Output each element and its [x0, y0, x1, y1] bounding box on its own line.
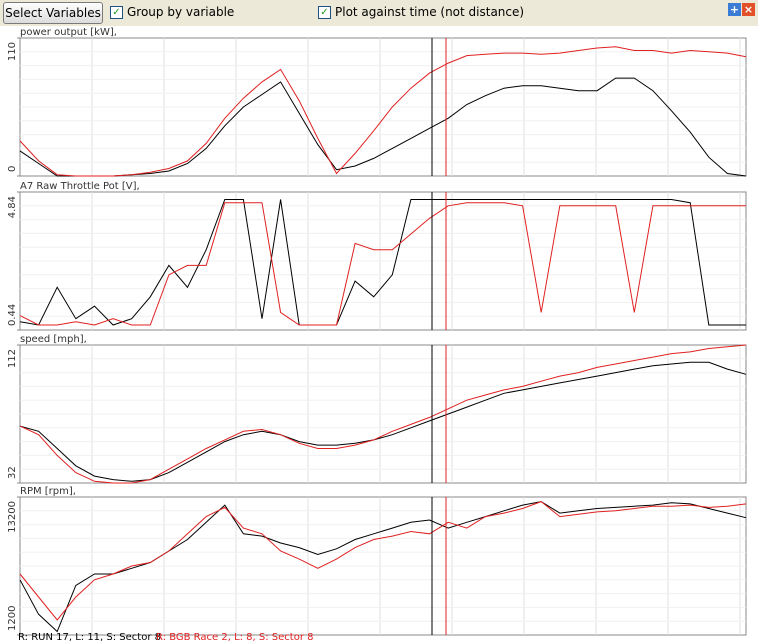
charts: power output [kW], 0 110 A7 Raw Throttle Po… [7, 27, 747, 643]
data-line [19, 77, 747, 177]
data-line [19, 46, 747, 177]
data-line [19, 501, 747, 621]
data-line [19, 344, 747, 484]
y-tick-label: 110 [7, 42, 18, 61]
select-variables-button[interactable]: Select Variables [3, 2, 103, 24]
chart-title: RPM [rpm], [20, 486, 76, 497]
time-checkbox[interactable]: ✓ Plot against time (not distance) [318, 5, 524, 19]
move-icon[interactable]: + [728, 3, 741, 16]
y-tick-label: 0 [7, 166, 18, 172]
chart-title: power output [kW], [20, 27, 117, 38]
footer-run-1: R: RUN 17, L: 11, S: Sector 8 [18, 632, 161, 643]
y-tick-label: 4.84 [7, 196, 18, 218]
chart-title: speed [mph], [20, 334, 87, 345]
chart-title: A7 Raw Throttle Pot [V], [20, 181, 140, 192]
y-tick-label: 0.44 [7, 304, 18, 326]
checkbox-label: Plot against time (not distance) [335, 5, 525, 19]
footer-run-2: R: BGB Race 2, L: 8, S: Sector 8 [156, 632, 314, 643]
close-icon[interactable]: × [742, 3, 755, 16]
y-tick-label: 32 [7, 466, 18, 479]
group-checkbox[interactable]: ✓ Group by variable [110, 5, 234, 19]
data-line [19, 501, 747, 633]
y-tick-label: 112 [7, 349, 18, 368]
data-line [19, 199, 746, 326]
y-tick-label: 1200 [7, 606, 18, 631]
data-line [19, 361, 747, 482]
checkbox-label: Group by variable [127, 5, 235, 19]
checkbox-box[interactable]: ✓ [318, 5, 331, 19]
y-tick-label: 13200 [7, 501, 18, 533]
checkbox-box[interactable]: ✓ [110, 5, 123, 19]
toolbar: Select Variables ✓ Group by variable ✓ Plo… [0, 0, 758, 26]
data-line [19, 202, 746, 326]
